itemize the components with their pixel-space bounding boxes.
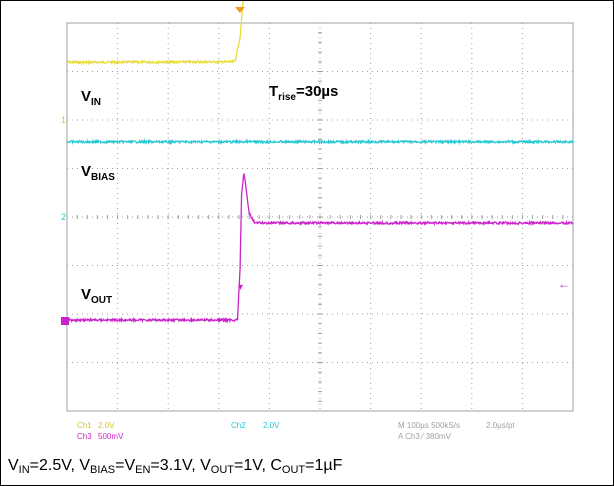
trigger-point-icon: ▾ xyxy=(238,282,243,293)
figure-caption: VIN=2.5V, VBIAS=VEN=3.1V, VOUT=1V, COUT=… xyxy=(8,457,343,476)
ch3-readout-scale: 500mV xyxy=(98,432,124,441)
traces xyxy=(66,1,574,324)
ch3-ground-marker xyxy=(61,317,69,325)
trace-vout xyxy=(66,173,574,324)
ch3-readout-name: Ch3 xyxy=(77,432,92,441)
trigger-readout: A Ch3 ⁄ 380mV xyxy=(398,432,452,441)
resolution-readout: 2.0µs/pt xyxy=(486,421,515,430)
oscilloscope-plot: 1 2 ← ▾ VIN Trise=30µs VBIAS VOUT Ch1 2.… xyxy=(2,1,612,456)
grid xyxy=(66,22,574,412)
vout-label: VOUT xyxy=(81,286,112,306)
trace-vbias xyxy=(66,138,574,146)
ch2-marker: 2 xyxy=(61,212,66,222)
trigger-position-marker xyxy=(235,7,245,13)
vin-label: VIN xyxy=(81,88,101,108)
scope-readout: Ch1 2.0V Ch3 500mV Ch2 2.0V M 100µs 500k… xyxy=(77,421,515,441)
ch1-marker: 1 xyxy=(61,115,66,125)
trise-label: Trise=30µs xyxy=(269,83,338,103)
ch2-readout-scale: 2.0V xyxy=(263,421,280,430)
vbias-label: VBIAS xyxy=(81,163,115,183)
ch3-offscreen-arrow-icon: ← xyxy=(558,277,570,291)
ch1-readout-name: Ch1 xyxy=(77,421,92,430)
timebase-readout: M 100µs 500kS/s xyxy=(398,421,460,430)
ch2-readout-name: Ch2 xyxy=(231,421,246,430)
ch1-readout-scale: 2.0V xyxy=(98,421,115,430)
trace-vin xyxy=(66,1,244,66)
scope-background xyxy=(2,2,612,456)
